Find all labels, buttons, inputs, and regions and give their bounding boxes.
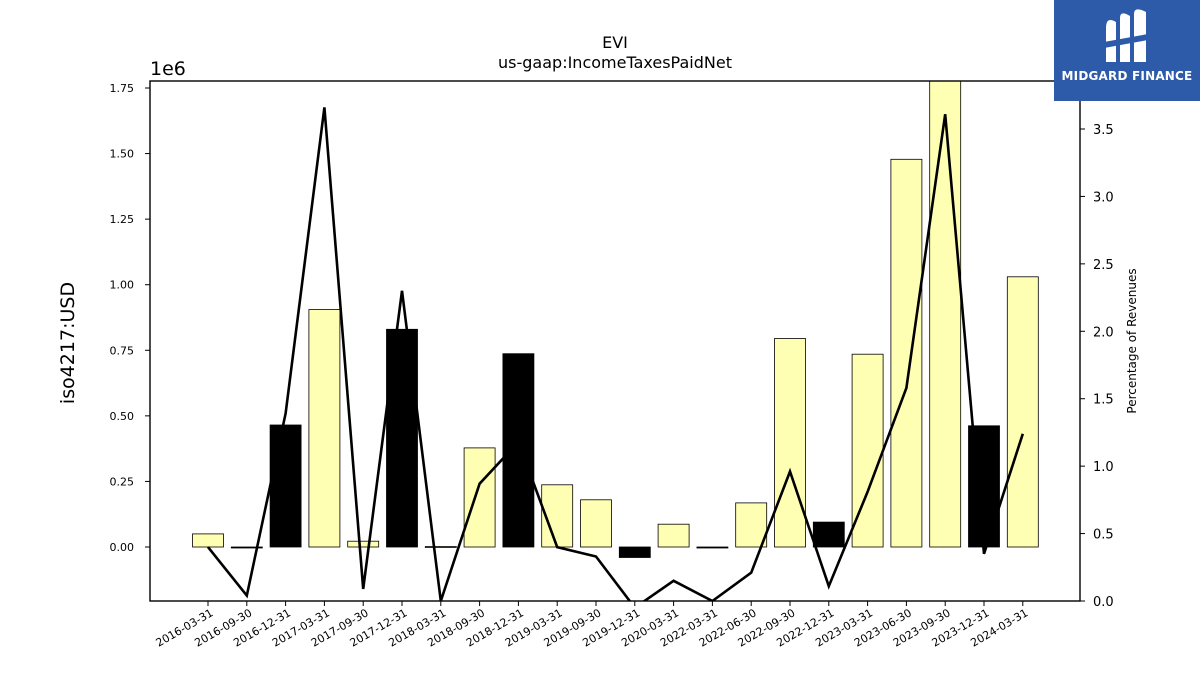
y-tick-label: 1.50 [110, 148, 135, 161]
midgard-finance-logo: MIDGARD FINANCE [1054, 0, 1200, 101]
y2-tick-label: 3.0 [1093, 190, 1114, 205]
y-tick-label: 0.50 [110, 410, 135, 423]
y-tick-label: 1.75 [110, 82, 135, 95]
bar [386, 328, 418, 548]
bar [192, 533, 224, 548]
y-axis-label: iso4217:USD [57, 282, 79, 404]
percentage-line [206, 107, 1025, 601]
bar [502, 353, 535, 548]
bar [308, 309, 341, 548]
y-tick-label: 0.75 [110, 344, 135, 357]
bar [968, 425, 1000, 548]
bar [347, 540, 380, 548]
bar [657, 523, 690, 548]
bar [735, 502, 768, 548]
bar [929, 80, 962, 548]
y2-tick-label: 2.0 [1093, 325, 1114, 340]
bar [463, 447, 496, 548]
bar [774, 338, 806, 548]
bar [890, 158, 923, 548]
y2-tick-label: 3.5 [1093, 123, 1114, 138]
logo-text: MIDGARD FINANCE [1061, 69, 1193, 83]
y2-tick-label: 1.5 [1093, 393, 1114, 408]
bar [812, 521, 845, 548]
y-tick-label: 0.00 [110, 541, 135, 554]
y2-tick-label: 0.5 [1093, 528, 1114, 543]
bar [696, 546, 729, 549]
bar [618, 546, 651, 558]
y2-tick-label: 0.0 [1093, 595, 1114, 610]
bar [580, 499, 612, 548]
logo-mark-icon [1104, 9, 1148, 62]
y2-tick-label: 2.5 [1093, 258, 1114, 273]
chart-subtitle: us-gaap:IncomeTaxesPaidNet [498, 53, 732, 72]
chart-title: EVI [602, 33, 628, 52]
y-tick-label: 1.00 [110, 279, 135, 292]
y2-tick-label: 1.0 [1093, 460, 1114, 475]
bar [269, 424, 302, 548]
y-tick-label: 0.25 [110, 475, 135, 488]
y-tick-label: 1.25 [110, 213, 135, 226]
bar [230, 546, 263, 549]
y2-axis-label: Percentage of Revenues [1125, 268, 1139, 413]
y-scale-label: 1e6 [150, 58, 186, 80]
bar [424, 546, 457, 548]
bar [1006, 276, 1039, 548]
plot-frame [149, 80, 1081, 602]
